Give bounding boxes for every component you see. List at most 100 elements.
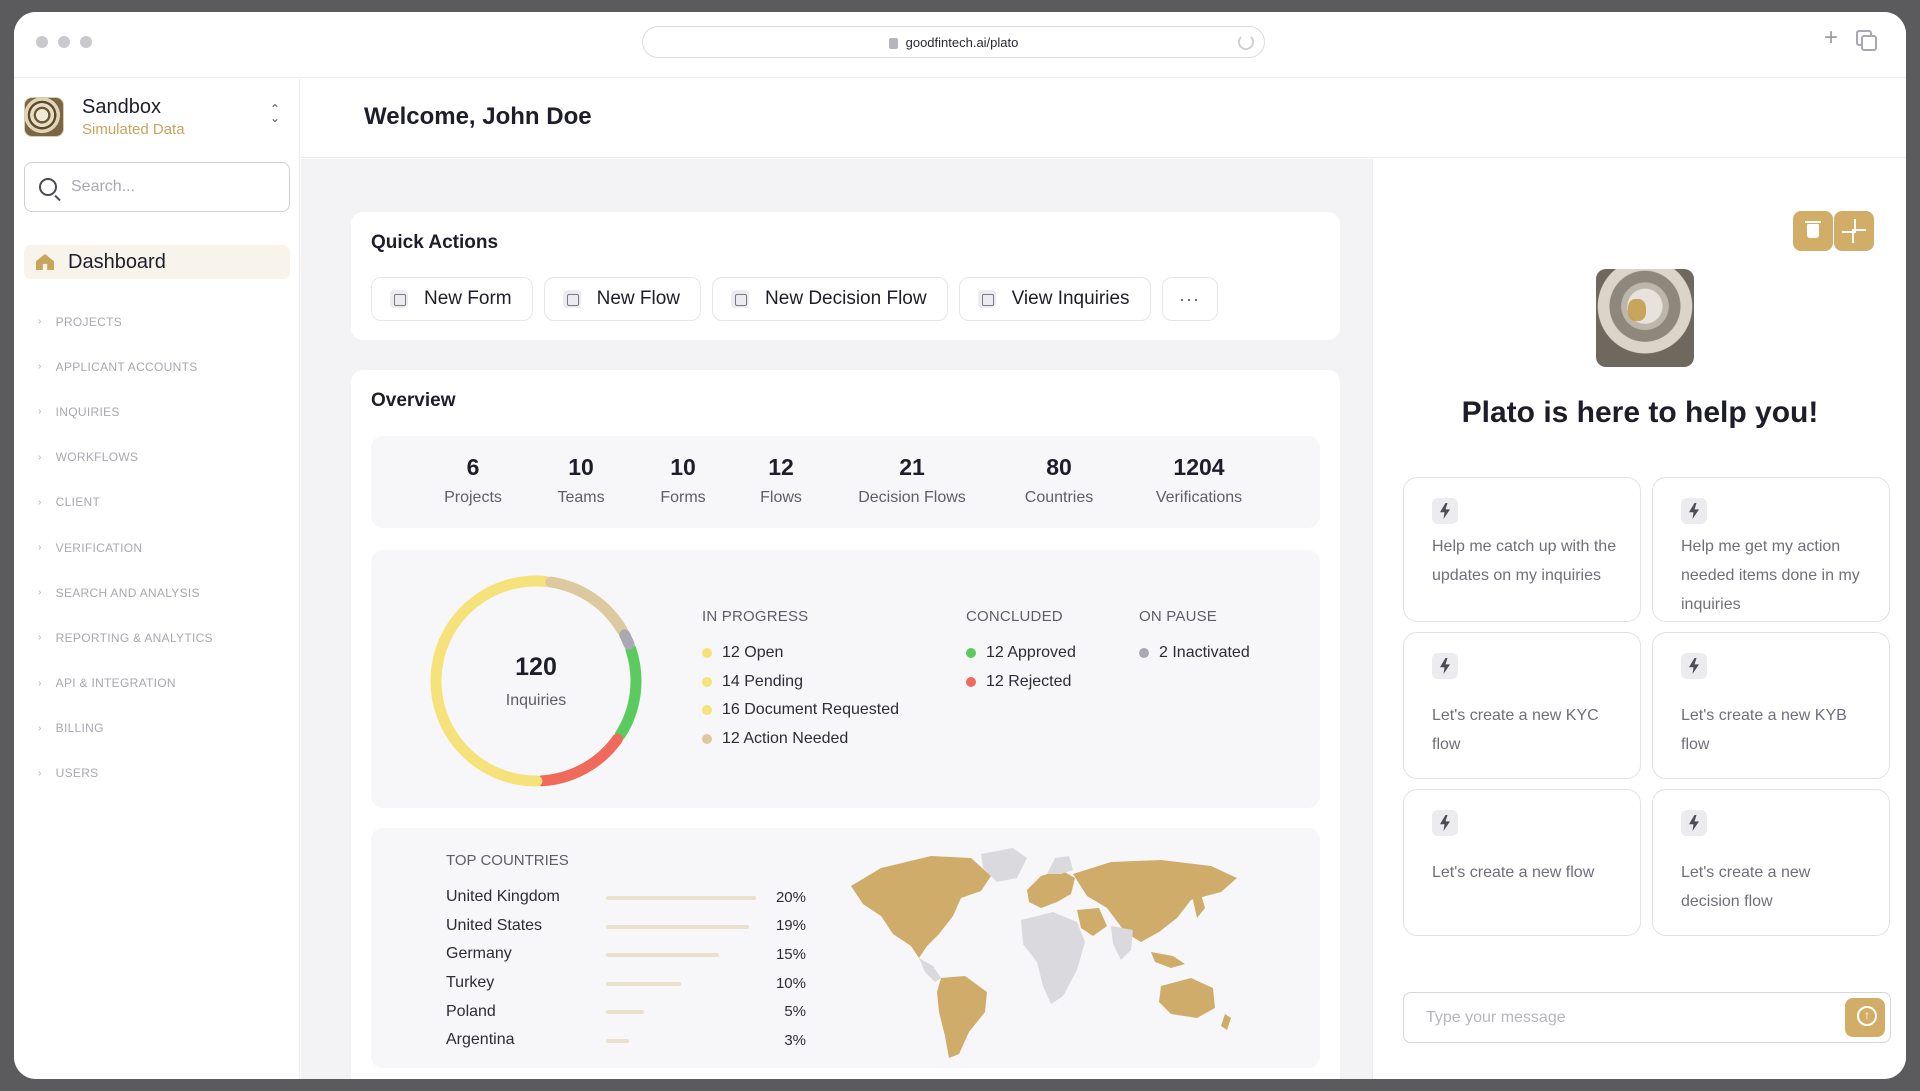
stat-decision-flows: 21 Decision Flows [858,454,966,507]
sidebar-item-billing[interactable]: › BILLING [38,706,213,751]
country-row: Argentina 3% [446,1026,806,1055]
country-row: United States 19% [446,912,806,941]
stat-label: Forms [660,489,706,506]
message-box[interactable] [1403,992,1891,1043]
sidebar-item-label: WORKFLOWS [55,450,139,465]
overview-card: Overview 6 Projects 10 Teams 10 Forms 12 Flo… [351,370,1340,1079]
browser-window: goodfintech.ai/plato + Sandbox Simulated… [14,12,1906,1079]
legend-heading: ON PAUSE [1139,608,1218,625]
inquiries-panel: 120 Inquiries IN PROGRESS 12 Open 14 Pen… [371,550,1320,808]
sidebar-item-inquiries[interactable]: › INQUIRIES [38,389,213,434]
country-bar [606,896,756,900]
sidebar-item-projects[interactable]: › PROJECTS [38,299,213,344]
sidebar-item-label: Dashboard [68,250,166,273]
suggestion-text: Let's create a new decision flow [1681,864,1811,910]
new-decision-flow-button[interactable]: New Decision Flow [712,277,948,321]
country-pct: 20% [775,888,806,906]
legend-item: 2 Inactivated [1139,639,1250,668]
home-icon [36,254,54,270]
sidebar-item-applicant-accounts[interactable]: › APPLICANT ACCOUNTS [38,344,213,389]
suggestion-card[interactable]: Let's create a new flow [1403,789,1641,936]
send-icon[interactable] [1845,998,1885,1037]
country-pct: 15% [775,945,806,963]
stat-label: Projects [444,489,502,506]
suggestion-card[interactable]: Help me get my action needed items done … [1652,477,1890,622]
legend-heading: CONCLUDED [966,608,1063,625]
stat-value: 10 [568,454,594,480]
suggestion-text: Let's create a new KYC flow [1432,707,1599,753]
workspace-name: Sandbox [82,96,161,118]
sidebar-item-api[interactable]: › API & INTEGRATION [38,661,213,706]
chevron-right-icon: › [38,677,42,689]
chevron-right-icon: › [38,496,42,508]
stat-value: 80 [1046,454,1072,480]
inquiries-label: Inquiries [505,691,567,709]
suggestion-card[interactable]: Let's create a new KYB flow [1652,632,1890,779]
stat-countries: 80 Countries [1025,454,1093,507]
sidebar-item-label: USERS [55,766,99,781]
legend-label: 16 Document Requested [722,701,899,719]
legend-label: 12 Action Needed [722,729,849,747]
chevron-right-icon: › [38,361,42,373]
bolt-icon [1432,498,1458,524]
workspace-switcher[interactable]: Sandbox Simulated Data ⌃ ⌄ [24,93,290,141]
tabs-overview-icon[interactable] [1856,30,1877,51]
page-title: Welcome, John Doe [364,103,592,130]
legend-on-pause: ON PAUSE 2 Inactivated [1139,608,1250,668]
search-box[interactable] [24,162,290,212]
new-form-button[interactable]: New Form [371,277,533,321]
sidebar-item-reporting[interactable]: › REPORTING & ANALYTICS [38,615,213,660]
top-countries-list: United Kingdom 20% United States 19% Germa… [446,883,806,1055]
stat-teams: 10 Teams [557,454,604,507]
suggestion-text: Let's create a new KYB flow [1681,707,1847,753]
sidebar-item-label: BILLING [55,721,104,736]
address-bar[interactable]: goodfintech.ai/plato [642,26,1265,58]
country-bar [606,981,681,986]
suggestion-card[interactable]: Let's create a new decision flow [1652,789,1890,936]
sidebar-item-client[interactable]: › CLIENT [38,480,213,525]
legend-item: 12 Approved [966,639,1076,668]
donut-segment [545,576,628,636]
stat-verifications: 1204 Verifications [1156,454,1242,507]
chevron-right-icon: › [38,767,42,779]
suggestion-text: Help me get my action needed items done … [1681,538,1860,613]
search-input[interactable] [71,178,271,196]
sidebar-item-dashboard[interactable]: Dashboard [24,245,290,279]
close-dot[interactable] [36,36,48,48]
dashboard-content: Quick Actions New Form New Flow New Deci… [301,159,1372,1079]
collapse-icon[interactable] [1834,211,1874,251]
country-row: Poland 5% [446,997,806,1026]
sidebar: Sandbox Simulated Data ⌃⌄ Dashboard › PRO… [14,79,300,1079]
lock-icon [888,37,898,49]
new-flow-button[interactable]: New Flow [543,277,702,321]
chevron-updown-icon[interactable]: ⌃ ⌄ [269,102,280,125]
overview-title: Overview [371,390,456,411]
suggestion-card[interactable]: Let's create a new KYC flow [1403,632,1641,779]
legend-swatch [966,648,976,659]
message-input[interactable] [1426,1008,1826,1027]
sidebar-item-search-and-analysis[interactable]: › SEARCH AND ANALYSIS [38,570,213,615]
decision-tree-icon [731,290,750,308]
minimize-dot[interactable] [58,36,70,48]
sidebar-item-users[interactable]: › USERS [38,751,213,796]
chevron-right-icon: › [38,316,42,328]
maximize-dot[interactable] [80,36,92,48]
suggestion-card[interactable]: Help me catch up with the updates on my … [1403,477,1641,622]
country-name: United Kingdom [446,888,560,906]
new-tab-icon[interactable]: + [1823,24,1838,51]
bolt-icon [1432,653,1458,679]
legend-item: 12 Rejected [966,668,1076,697]
country-name: Argentina [446,1031,515,1049]
quick-actions-card: Quick Actions New Form New Flow New Deci… [351,212,1340,340]
sidebar-item-verification[interactable]: › VERIFICATION [38,525,213,570]
chevron-right-icon: › [38,451,42,463]
country-row: United Kingdom 20% [446,883,806,912]
reload-icon[interactable] [1238,34,1254,50]
more-actions-button[interactable]: ··· [1161,277,1218,321]
legend-item: 16 Document Requested [702,696,899,725]
stat-label: Countries [1024,489,1094,506]
trash-icon[interactable] [1793,211,1833,251]
top-countries-panel: TOP COUNTRIES United Kingdom 20% United S… [371,828,1320,1068]
sidebar-item-workflows[interactable]: › WORKFLOWS [38,435,213,480]
view-inquiries-button[interactable]: View Inquiries [958,277,1151,321]
